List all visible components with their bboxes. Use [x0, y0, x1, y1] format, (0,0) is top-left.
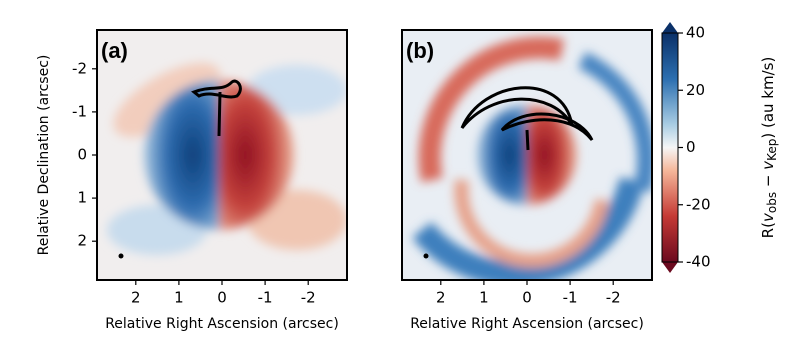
colorbar-label-part: R( [759, 222, 777, 238]
y-tick-label: 2 [77, 232, 87, 250]
x-tick-label: -1 [258, 289, 273, 307]
y-tick-label: 0 [77, 146, 87, 164]
panel-a-image [97, 30, 347, 280]
x-tick-label: 0 [522, 289, 532, 307]
x-tick-label: -2 [606, 289, 621, 307]
panel-label: (a) [101, 38, 128, 63]
x-tick-label: 2 [131, 289, 141, 307]
x-tick-label: -1 [563, 289, 578, 307]
colorbar-label-part: ) (au km/s) [759, 57, 777, 139]
colorbar-label-part: v [759, 212, 777, 222]
colorbar-extend-bottom [662, 262, 678, 273]
colorbar-tick-label: 20 [686, 81, 705, 99]
colorbar-label-part: obs [765, 192, 779, 213]
y-tick-label: -2 [72, 59, 87, 77]
colorbar-label-part: v [759, 160, 777, 170]
x-axis-label: Relative Right Ascension (arcsec) [410, 316, 644, 332]
y-axis-label: Relative Declination (arcsec) [36, 55, 52, 256]
panel-label: (b) [406, 38, 434, 63]
y-tick-label: -1 [72, 102, 87, 120]
colorbar-label: R(vobs − vKep) (au km/s) [759, 57, 779, 239]
colorbar-tick-label: -20 [686, 195, 711, 213]
colorbar [662, 33, 678, 262]
x-tick-label: 1 [479, 289, 489, 307]
colorbar-tick-label: 40 [686, 24, 705, 42]
x-tick-label: 1 [174, 289, 184, 307]
colorbar-label-part: Kep [765, 139, 779, 161]
y-tick-label: 1 [77, 189, 87, 207]
x-tick-label: -2 [301, 289, 316, 307]
x-tick-label: 0 [217, 289, 227, 307]
colorbar-tick-label: 0 [686, 138, 696, 156]
colorbar-extend-top [662, 22, 678, 33]
x-axis-label: Relative Right Ascension (arcsec) [105, 316, 339, 332]
colorbar-tick-label: -40 [686, 253, 711, 271]
colorbar-label-part: − [759, 170, 777, 192]
x-tick-label: 2 [436, 289, 446, 307]
panel-b-image [402, 30, 652, 280]
